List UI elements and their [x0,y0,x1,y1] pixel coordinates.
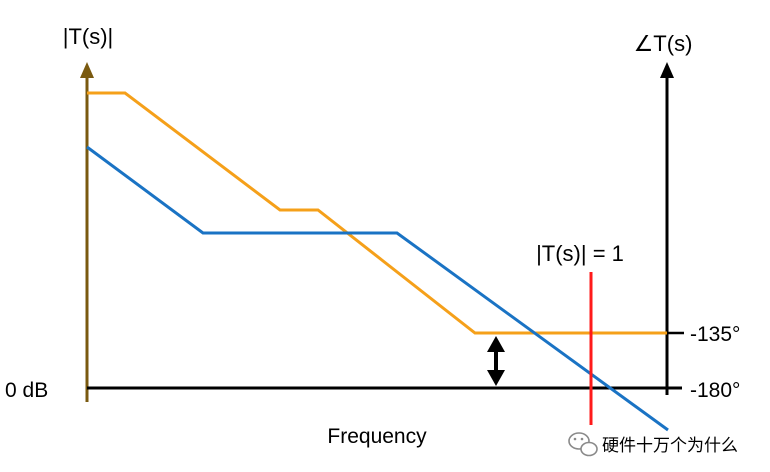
wechat-icon [568,432,598,457]
phase-margin-arrow [487,336,505,386]
crossover-label: |T(s)| = 1 [536,241,624,266]
phase-axis-label: ∠T(s) [634,31,693,56]
phase-tick-180-label: -180° [690,379,740,402]
watermark-text: 硬件十万个为什么 [602,436,738,456]
watermark: 硬件十万个为什么 [568,432,738,457]
phase-margin-arrowhead-down [487,370,505,386]
magnitude-curve [86,145,669,432]
magnitude-axis-label: |T(s)| [63,24,114,49]
magnitude-axis-arrowhead [80,62,94,78]
phase-axis-arrowhead [660,62,674,78]
x-axis-label: Frequency [327,425,427,448]
zero-db-label: 0 dB [5,379,48,402]
phase-tick-135-label: -135° [690,323,740,346]
phase-curve [87,91,667,335]
phase-margin-arrowhead-up [487,336,505,352]
